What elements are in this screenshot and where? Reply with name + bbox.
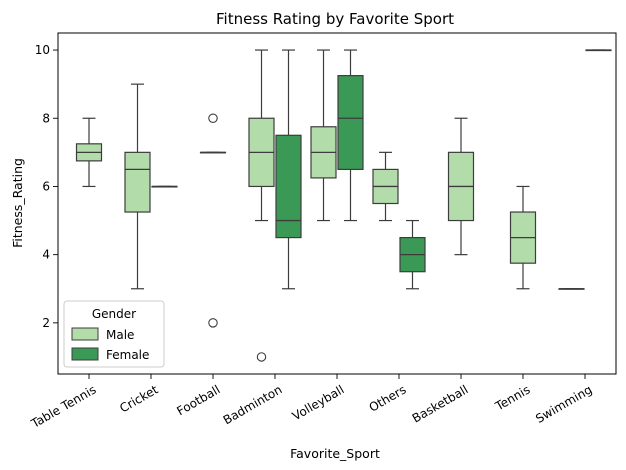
legend-title: Gender (92, 307, 136, 321)
x-tick-label: Badminton (221, 382, 285, 427)
male-box-cricket (124, 83, 151, 290)
plot-frame (57, 32, 617, 375)
male-box-volleyball (310, 49, 337, 222)
y-tick-label: 8 (42, 111, 50, 125)
legend-label-male: Male (106, 328, 134, 342)
x-tick-label: Volleyball (290, 382, 347, 423)
female-box-cricket (151, 185, 178, 188)
female-box-badminton (275, 49, 302, 290)
box-iqr (124, 151, 151, 213)
male-box-tennis (509, 185, 537, 290)
box-iqr (275, 134, 302, 239)
y-tick-label: 6 (42, 179, 50, 193)
legend-swatch-female (71, 347, 99, 361)
male-box-table-tennis (75, 117, 103, 188)
y-tick-label: 10 (35, 43, 50, 57)
x-tick-label: Table Tennis (28, 382, 99, 431)
x-tick-label: Football (174, 382, 222, 418)
y-axis-label: Fitness_Rating (10, 158, 25, 248)
outlier-point (208, 318, 218, 328)
chart-title: Fitness Rating by Favorite Sport (216, 10, 454, 28)
x-axis-label: Favorite_Sport (290, 446, 380, 461)
female-box-others (399, 219, 426, 290)
male-box-badminton (248, 49, 275, 362)
box-iqr (337, 75, 364, 171)
y-tick-label: 4 (42, 248, 50, 262)
legend: Gender Male Female (63, 300, 165, 368)
x-tick-label: Others (367, 382, 409, 414)
x-tick-label: Cricket (117, 382, 161, 415)
y-tick-label: 2 (42, 316, 50, 330)
legend-swatch-male (71, 327, 99, 341)
outlier-point (208, 113, 218, 124)
female-box-swimming (585, 49, 612, 52)
x-tick-label: Swimming (533, 382, 594, 425)
x-tick-label: Tennis (492, 382, 532, 413)
male-box-swimming (558, 288, 585, 290)
female-box-volleyball (337, 49, 364, 222)
outlier-point (256, 352, 267, 362)
male-box-football (199, 113, 227, 328)
male-box-basketball (447, 117, 475, 256)
male-box-others (372, 151, 399, 222)
plot-area: 2 4 6 8 10 Table Tennis Cricket FootballBadmint… (28, 32, 617, 431)
legend-label-female: Female (106, 348, 149, 362)
x-tick-label: Basketball (410, 382, 471, 425)
